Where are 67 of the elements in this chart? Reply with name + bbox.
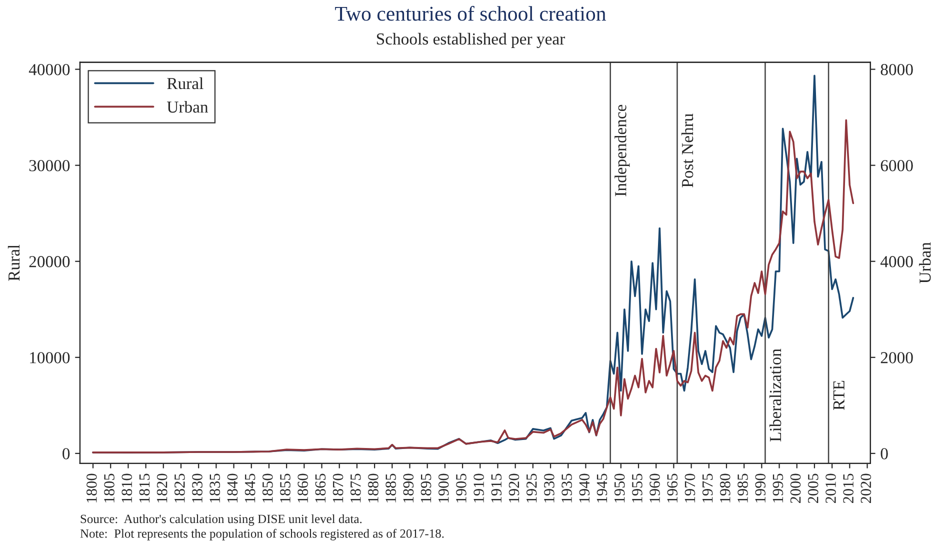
x-tick-label: 1810	[122, 474, 132, 502]
x-tick-label: 2010	[826, 474, 836, 504]
x-tick-label: 1890	[403, 474, 414, 502]
chart-title: Two centuries of school creation	[335, 6, 606, 21]
legend-label: Urban	[167, 100, 208, 113]
x-tick-label: 2015	[843, 474, 854, 504]
ref-line-label: Post Nehru	[681, 114, 694, 188]
x-tick-label: 1870	[332, 474, 344, 502]
x-tick-label: 1860	[298, 474, 308, 502]
x-tick-label: 1940	[579, 474, 590, 502]
x-tick-label: 1930	[544, 474, 554, 502]
x-tick-label: 1855	[280, 474, 290, 502]
text: Note: Plot represents the population of schools registered as of 2017-18.	[80, 528, 444, 540]
y-axis-title: Rural	[8, 244, 20, 281]
x-tick-label: 1995	[772, 474, 784, 502]
x-tick-label: 1975	[702, 474, 713, 502]
ref-line-label: Liberalization	[769, 348, 782, 442]
x-tick-label: 1900	[438, 474, 449, 502]
x-tick-label: 1905	[456, 474, 466, 502]
x-tick-label: 1885	[386, 474, 396, 502]
y-tick-label: 20000	[29, 256, 70, 268]
y-tick-label: 0	[62, 448, 70, 460]
x-tick-label: 2000	[790, 474, 801, 504]
x-tick-label: 1990	[755, 474, 766, 502]
chart-subtitle: Schools established per year	[376, 32, 565, 48]
y2-axis-title: Urban	[919, 242, 931, 284]
y-tick-label: 30000	[29, 160, 70, 172]
y2-tick-label: 6000	[880, 160, 913, 172]
y2-tick-label: 2000	[880, 352, 913, 364]
x-tick-label: 1985	[738, 474, 748, 502]
x-tick-label: 1865	[315, 474, 326, 502]
y2-tick-label: 8000	[880, 64, 913, 76]
x-tick-label: 1925	[526, 474, 537, 502]
x-tick-label: 1830	[192, 474, 202, 502]
x-tick-label: 1850	[262, 474, 273, 502]
x-tick-label: 1980	[720, 474, 730, 502]
x-tick-label: 1880	[368, 474, 378, 502]
x-tick-label: 1835	[210, 474, 220, 502]
x-tick-label: 1945	[596, 474, 608, 502]
x-tick-label: 2020	[860, 474, 872, 504]
x-tick-label: 1915	[491, 474, 502, 502]
x-tick-label: 1950	[614, 474, 625, 502]
x-tick-label: 1800	[86, 474, 97, 502]
x-tick-label: 1970	[684, 474, 696, 502]
x-tick-label: 1840	[227, 474, 238, 502]
x-tick-label: 1920	[508, 474, 520, 502]
x-tick-label: 1805	[104, 474, 114, 502]
source-note: Source: Author's calculation using DISE unit level data.	[80, 514, 362, 526]
x-tick-label: 1965	[667, 474, 678, 502]
x-tick-label: 1825	[174, 474, 185, 502]
y-tick-label: 40000	[28, 64, 70, 76]
y-tick-label: 10000	[30, 352, 70, 364]
x-tick-label: 1815	[139, 474, 150, 502]
x-tick-label: 1845	[244, 474, 256, 502]
y2-tick-label: 0	[880, 448, 888, 460]
x-tick-label: 1935	[562, 474, 572, 502]
ref-line-label: Independence	[614, 104, 630, 196]
ref-line-label: RTE	[833, 380, 844, 410]
x-tick-label: 1960	[650, 474, 660, 502]
x-tick-label: 2005	[808, 474, 818, 504]
legend-label: Rural	[167, 77, 204, 90]
x-tick-label: 1820	[156, 474, 168, 502]
x-tick-label: 1955	[632, 474, 642, 502]
x-tick-label: 1875	[350, 474, 361, 502]
x-tick-label: 1910	[474, 474, 484, 502]
y2-tick-label: 4000	[880, 256, 913, 268]
x-tick-label: 1895	[420, 474, 432, 502]
